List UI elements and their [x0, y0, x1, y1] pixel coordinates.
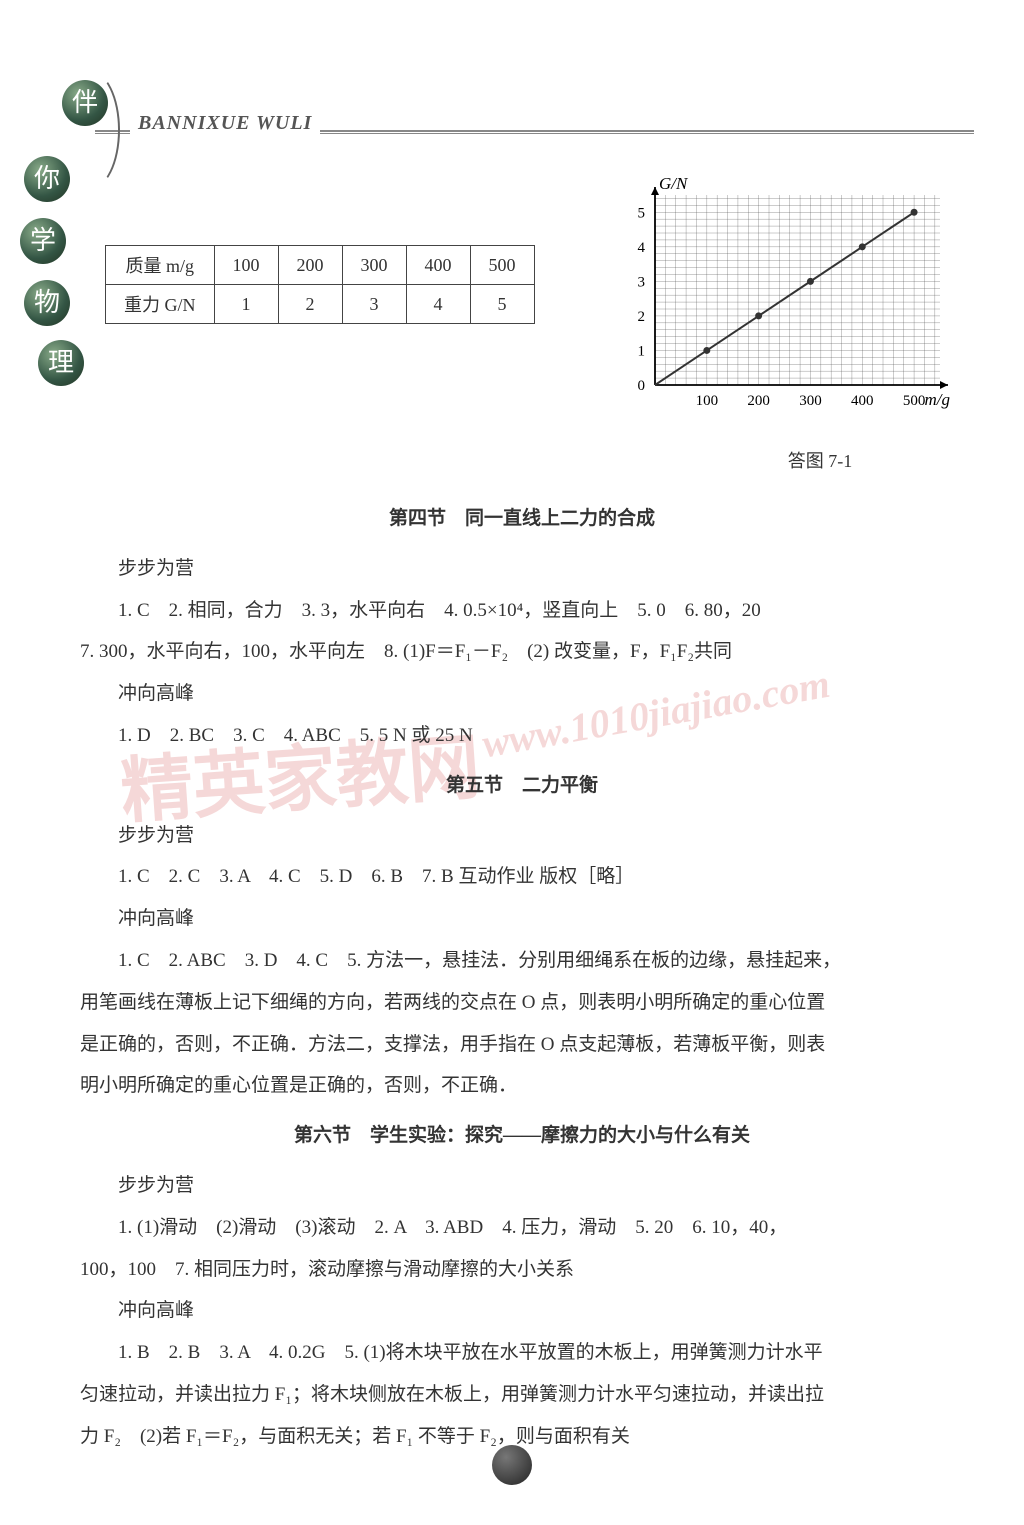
block-heading: 冲向高峰 — [80, 1290, 964, 1332]
answer-line: 用笔画线在薄板上记下细绳的方向，若两线的交点在 O 点，则表明小明所确定的重心位… — [80, 982, 964, 1024]
answer-line: 是正确的，否则，不正确．方法二，支撑法，用手指在 O 点支起薄板，若薄板平衡，则… — [80, 1024, 964, 1066]
answer-line: 100，100 7. 相同压力时，滚动摩擦与滑动摩擦的大小关系 — [80, 1249, 964, 1291]
block-heading: 冲向高峰 — [80, 673, 964, 715]
header-pinyin: BANNIXUE WULI — [130, 112, 320, 135]
svg-text:0: 0 — [638, 378, 646, 394]
cell: 300 — [342, 246, 406, 285]
answer-line: 7. 300，水平向右，100，水平向左 8. (1)F＝F₁－F₂ (2) 改… — [80, 631, 964, 673]
answer-line: 1. (1)滑动 (2)滑动 (3)滚动 2. A 3. ABD 4. 压力，滑… — [80, 1207, 964, 1249]
answer-content: 第四节 同一直线上二力的合成步步为营1. C 2. 相同，合力 3. 3，水平向… — [80, 490, 964, 1458]
cell: 4 — [406, 285, 470, 324]
block-heading: 步步为营 — [80, 548, 964, 590]
svg-text:G/N: G/N — [659, 174, 689, 193]
svg-text:2: 2 — [638, 309, 646, 325]
svg-text:5: 5 — [638, 205, 646, 221]
row-label: 质量 m/g — [106, 246, 215, 285]
answer-line: 1. C 2. 相同，合力 3. 3，水平向右 4. 0.5×10⁴，竖直向上 … — [80, 590, 964, 632]
chart-caption: 答图 7-1 — [660, 447, 980, 473]
answer-line: 1. C 2. C 3. A 4. C 5. D 6. B 7. B 互动作业 … — [80, 856, 964, 898]
block-heading: 冲向高峰 — [80, 898, 964, 940]
svg-text:400: 400 — [851, 393, 874, 409]
svg-text:1: 1 — [638, 343, 646, 359]
orb-char: 学 — [20, 218, 66, 264]
row-label: 重力 G/N — [106, 285, 215, 324]
section-title: 第六节 学生实验：探究——摩擦力的大小与什么有关 — [80, 1115, 964, 1157]
cell: 1 — [214, 285, 278, 324]
side-ornament: 伴 你 学 物 理 — [20, 70, 100, 370]
orb-char: 理 — [38, 340, 84, 386]
page-number-dot — [492, 1445, 532, 1485]
block-heading: 步步为营 — [80, 1165, 964, 1207]
orb-char: 伴 — [62, 80, 108, 126]
svg-text:100: 100 — [696, 393, 719, 409]
block-heading: 步步为营 — [80, 815, 964, 857]
answer-line: 明小明所确定的重心位置是正确的，否则，不正确． — [80, 1065, 964, 1107]
svg-text:4: 4 — [638, 240, 646, 256]
svg-text:3: 3 — [638, 274, 646, 290]
orb-char: 物 — [24, 280, 70, 326]
section-title: 第四节 同一直线上二力的合成 — [80, 498, 964, 540]
answer-line: 1. C 2. ABC 3. D 4. C 5. 方法一，悬挂法．分别用细绳系在… — [80, 940, 964, 982]
svg-text:500: 500 — [903, 393, 926, 409]
cell: 5 — [470, 285, 534, 324]
mass-weight-table: 质量 m/g 100 200 300 400 500 重力 G/N 1 2 3 … — [105, 245, 535, 324]
cell: 2 — [278, 285, 342, 324]
cell: 200 — [278, 246, 342, 285]
answer-line: 1. D 2. BC 3. C 4. ABC 5. 5 N 或 25 N — [80, 715, 964, 757]
section-title: 第五节 二力平衡 — [80, 765, 964, 807]
answer-line: 匀速拉动，并读出拉力 F₁；将木块侧放在木板上，用弹簧测力计水平匀速拉动，并读出… — [80, 1374, 964, 1416]
chart-svg: 100 200 300 400 500 0 1 2 3 4 5 G/N m/g — [600, 170, 960, 430]
cell: 3 — [342, 285, 406, 324]
cell: 500 — [470, 246, 534, 285]
orb-char: 你 — [24, 156, 70, 202]
svg-text:300: 300 — [799, 393, 822, 409]
cell: 400 — [406, 246, 470, 285]
svg-text:m/g: m/g — [925, 390, 951, 409]
answer-line: 1. B 2. B 3. A 4. 0.2G 5. (1)将木块平放在水平放置的… — [80, 1332, 964, 1374]
cell: 100 — [214, 246, 278, 285]
gn-vs-mg-chart: 100 200 300 400 500 0 1 2 3 4 5 G/N m/g 答图 7-1 — [600, 170, 980, 473]
svg-text:200: 200 — [747, 393, 770, 409]
